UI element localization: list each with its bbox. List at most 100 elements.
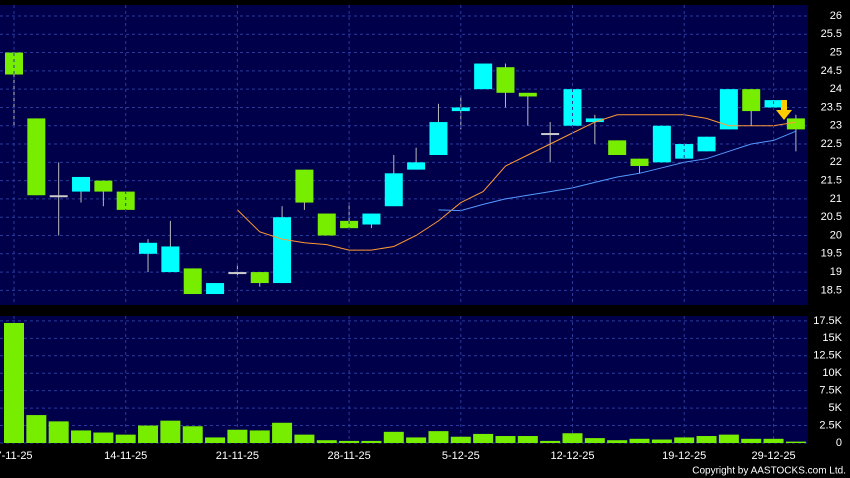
volume-bar xyxy=(48,421,69,443)
candle-body xyxy=(116,191,135,210)
layer: 18.5 19 19.5 20 20.5 21 21.5 22 22.5 23 23.5 24 24.5… xyxy=(0,5,843,462)
y-tick-label: 20.5 xyxy=(821,211,842,223)
y-tick-label: 23.5 xyxy=(821,101,842,113)
y-tick-label: 0 xyxy=(836,437,842,449)
candle-body xyxy=(786,118,805,130)
candle-body xyxy=(362,213,381,225)
y-tick-label: 22 xyxy=(830,156,842,168)
y-tick-label: 23 xyxy=(830,120,842,132)
candle-body xyxy=(742,89,761,112)
y-tick-label: 19 xyxy=(830,266,842,278)
candle-body xyxy=(608,140,627,155)
x-tick-label: 5-12-25 xyxy=(442,450,480,462)
candle-body xyxy=(541,133,560,136)
volume-bar xyxy=(406,437,427,443)
x-tick-label: 21-11-25 xyxy=(216,450,259,462)
candle-body xyxy=(161,246,180,273)
y-tick-label: 22.5 xyxy=(821,138,842,150)
candle-body xyxy=(652,125,671,163)
x-tick-label: 7-11-25 xyxy=(0,450,33,462)
candle-body xyxy=(317,213,336,236)
volume-bar xyxy=(316,440,337,443)
y-tick-label: 25.5 xyxy=(821,28,842,40)
volume-bar xyxy=(428,431,449,443)
x-tick-label: 29-12-25 xyxy=(752,450,796,462)
candle-body xyxy=(340,220,359,229)
volume-bar xyxy=(629,438,650,443)
x-tick-label: 12-12-25 xyxy=(550,450,594,462)
candle-body xyxy=(518,92,537,97)
volume-bar xyxy=(26,415,47,443)
volume-bar xyxy=(272,422,293,443)
volume-bar xyxy=(674,437,695,443)
y-tick-label: 7.5K xyxy=(819,385,842,397)
volume-bar xyxy=(473,433,494,443)
candle-body xyxy=(228,272,247,275)
volume-panel xyxy=(0,316,808,443)
y-tick-label: 10K xyxy=(822,367,842,379)
candle-body xyxy=(94,180,113,192)
x-tick-label: 28-11-25 xyxy=(327,450,370,462)
y-tick-label: 5K xyxy=(829,402,843,414)
volume-bar xyxy=(450,436,471,443)
volume-bar xyxy=(651,439,672,443)
candle-body xyxy=(72,176,91,192)
candle-body xyxy=(496,67,515,93)
volume-bar xyxy=(339,440,360,443)
y-tick-label: 26 xyxy=(830,10,842,22)
candle-body xyxy=(139,242,158,254)
x-tick-label: 14-11-25 xyxy=(104,450,147,462)
x-tick-label: 19-12-25 xyxy=(662,450,706,462)
volume-bar xyxy=(517,436,538,443)
volume-bar xyxy=(383,431,404,443)
volume-bar xyxy=(696,436,717,443)
volume-bar xyxy=(607,440,628,443)
volume-bar xyxy=(227,429,248,443)
volume-bar xyxy=(160,420,181,443)
candle-body xyxy=(719,89,738,130)
y-tick-label: 25 xyxy=(830,46,842,58)
signal-arrow xyxy=(776,100,792,120)
volume-bar xyxy=(741,438,762,443)
y-tick-label: 18.5 xyxy=(821,284,842,296)
y-tick-label: 17.5K xyxy=(813,315,842,327)
candle-body xyxy=(697,136,716,152)
candle-body xyxy=(206,283,225,295)
volume-bar xyxy=(294,434,315,443)
volume-bar xyxy=(361,440,382,443)
volume-bar xyxy=(562,433,583,443)
volume-bar xyxy=(4,322,24,443)
copyright: Copyright by AASTOCKS.com Ltd. xyxy=(692,466,846,477)
volume-bar xyxy=(71,430,92,443)
volume-bar xyxy=(495,436,516,443)
y-tick-label: 15K xyxy=(822,332,842,344)
volume-bar xyxy=(763,438,784,443)
y-tick-label: 21.5 xyxy=(821,175,842,187)
candle-body xyxy=(630,158,649,166)
moving-average-line xyxy=(237,114,796,251)
candle-body xyxy=(474,63,493,90)
y-tick-label: 24 xyxy=(830,83,842,95)
candle-body xyxy=(27,118,46,196)
volume-bar xyxy=(205,437,226,443)
volume-bar xyxy=(249,430,270,443)
volume-bar xyxy=(138,425,159,443)
candle-body xyxy=(183,268,202,295)
volume-bar xyxy=(718,434,739,443)
volume-bar xyxy=(182,426,203,443)
volume-bar xyxy=(785,441,806,443)
y-tick-label: 24.5 xyxy=(821,65,842,77)
moving-average-line xyxy=(438,130,797,212)
candle-body xyxy=(407,162,426,170)
price-panel xyxy=(0,5,808,305)
candle-body xyxy=(295,169,314,203)
volume-bar xyxy=(584,438,605,443)
candle-body xyxy=(5,52,23,75)
candle-body xyxy=(250,272,269,284)
candle-body xyxy=(429,122,448,155)
candle-body xyxy=(49,195,68,198)
volume-bar xyxy=(540,440,561,443)
candle-body xyxy=(585,118,604,123)
y-tick-label: 12.5K xyxy=(813,350,842,362)
